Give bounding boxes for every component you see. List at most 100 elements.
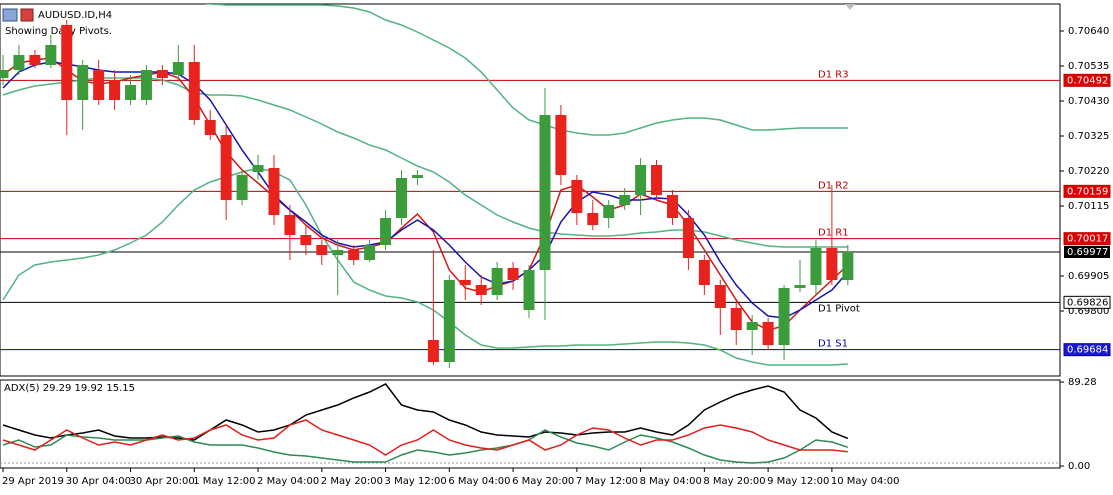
x-tick-label: 29 Apr 2019 [2,476,64,487]
candle-body [698,260,710,285]
x-tick-label: 7 May 12:00 [576,476,638,487]
x-tick-label: 6 May 20:00 [512,476,574,487]
candle-body [236,175,248,200]
x-tick-label: 30 Apr 04:00 [66,476,131,487]
candle-body [268,168,280,215]
candle-body [571,180,583,213]
candle-body [300,235,312,245]
indicator-line [2,419,848,456]
candle-body [666,195,678,218]
current-price-box [1064,246,1110,258]
candle-body [523,270,535,310]
pivot-label: D1 R2 [818,180,849,191]
price-label-box [1063,73,1111,87]
indicator-line [204,4,848,136]
x-tick-label: 2 May 20:00 [321,476,383,487]
candle-body [109,80,121,100]
indicator-area [2,383,849,464]
indicator-title: ADX(5) 29.29 19.92 15.15 [4,383,135,394]
price-label: 0.70017 [1067,234,1108,245]
y-tick-label: 0.69905 [1068,271,1109,282]
x-tick-label: 10 May 04:00 [831,476,900,487]
indicator-line [2,77,848,248]
y-tick-label: 0.70220 [1068,166,1109,177]
x-tick-label: 8 May 04:00 [640,476,702,487]
candle-body [140,70,152,100]
candle-body [29,55,41,65]
candle-body [252,165,264,172]
candle-body [651,165,663,195]
candle-body [539,115,551,270]
x-tick-label: 9 May 12:00 [767,476,829,487]
candle-body [93,70,105,100]
y-tick-label: 0.00 [1068,461,1090,472]
pivot-label: D1 R3 [818,69,849,80]
candle-body [45,45,57,65]
y-tick-label: 89.28 [1068,377,1097,388]
price-label: 0.70492 [1067,75,1108,86]
candle-body [475,285,487,295]
candle-body [380,218,392,245]
candle-body [778,288,790,345]
x-tick-label: 8 May 20:00 [703,476,765,487]
y-tick-label: 0.70325 [1068,131,1109,142]
x-tick-label: 1 May 12:00 [193,476,255,487]
indicator-line [2,167,848,366]
candle-body [61,25,73,100]
candle-body [842,252,854,280]
indicator-frame [0,379,1061,469]
candle-body [746,322,758,330]
candle-body [125,85,137,100]
y-tick-label: 0.70115 [1068,201,1109,212]
pivot-label: D1 Pivot [818,303,860,314]
candle-body [603,205,615,218]
candle-body [220,135,232,200]
candle-body [156,70,168,78]
current-price-label: 0.69977 [1067,247,1108,258]
candle-body [0,70,9,78]
symbol-label: AUDUSD.ID,H4 [38,10,112,21]
pivot-note: Showing Daily Pivots. [5,26,112,37]
candle-body [826,248,838,280]
candle-body [316,245,328,255]
candle-body [587,213,599,225]
x-tick-label: 2 May 04:00 [257,476,319,487]
candle-body [682,218,694,258]
plot-area [0,4,1060,368]
price-label: 0.69684 [1067,345,1108,356]
candle-body [427,340,439,362]
candle-body [364,245,376,260]
candle-body [762,322,774,345]
candle-body [730,308,742,330]
y-tick-label: 0.69800 [1068,306,1109,317]
main-frame [0,3,1061,377]
pivot-label: D1 S1 [818,339,848,350]
y-tick-label: 0.70640 [1068,26,1109,37]
indicator-line [2,429,849,464]
indicator-line [2,61,849,319]
candle-body [810,248,822,285]
price-label-box [1063,184,1111,198]
candle-body [411,175,423,178]
shift-marker [845,4,855,10]
candle-body [77,65,89,100]
candle-body [396,178,407,218]
candle-body [284,215,296,235]
candle-body [443,280,455,362]
price-label: 0.69826 [1067,297,1108,308]
symbol-icon [2,8,34,22]
price-label: 0.70159 [1067,186,1108,197]
pivot-label: D1 R1 [818,228,849,239]
candle-body [459,280,471,285]
candle-body [332,250,344,255]
candle-body [348,250,360,260]
x-tick-label: 6 May 04:00 [448,476,510,487]
price-label-box [1063,343,1111,357]
candle-body [507,268,519,280]
price-label-box [1063,232,1111,246]
candle-body [491,268,503,295]
candle-body [714,285,726,308]
candle-body [794,285,806,288]
candle-body [172,62,184,75]
